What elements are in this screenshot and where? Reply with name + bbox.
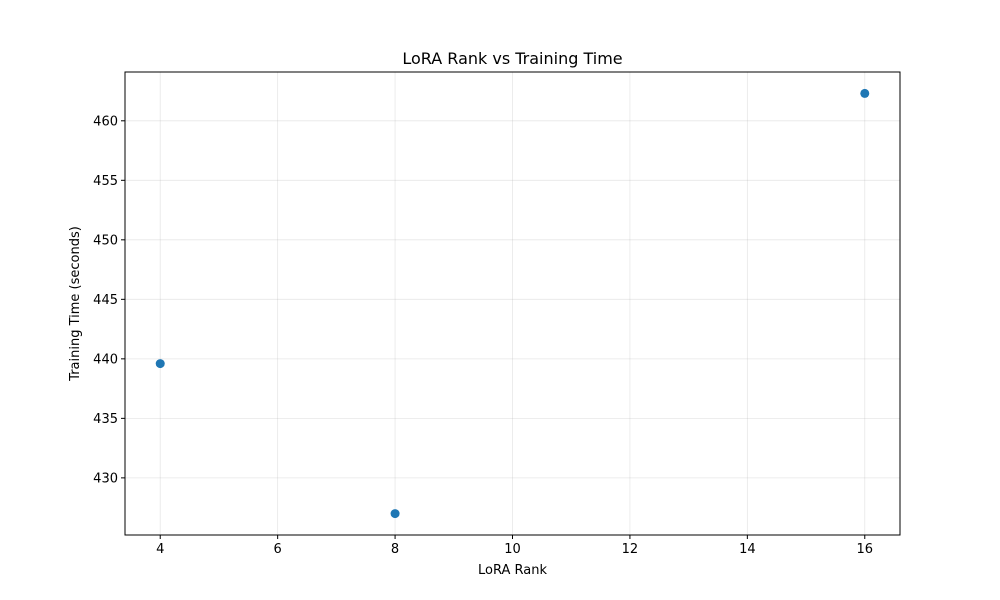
x-tick-label: 4 bbox=[156, 542, 164, 557]
y-axis-label: Training Time (seconds) bbox=[68, 226, 83, 382]
data-point bbox=[155, 359, 165, 369]
x-tick-label: 8 bbox=[391, 542, 399, 557]
x-axis-label: LoRA Rank bbox=[478, 563, 547, 578]
x-tick-label: 10 bbox=[504, 542, 521, 557]
data-point bbox=[390, 509, 400, 519]
data-point bbox=[860, 88, 870, 98]
x-axis: 4 6 8 10 12 14 16 bbox=[156, 535, 873, 557]
x-tick-label: 16 bbox=[856, 542, 873, 557]
y-tick-label: 440 bbox=[93, 352, 118, 367]
y-axis: 430 435 440 445 450 455 460 bbox=[93, 114, 125, 486]
x-tick-label: 12 bbox=[622, 542, 639, 557]
y-tick-label: 435 bbox=[93, 412, 118, 427]
y-tick-label: 430 bbox=[93, 471, 118, 486]
x-tick-label: 14 bbox=[739, 542, 756, 557]
data-points bbox=[155, 88, 870, 519]
grid bbox=[125, 72, 900, 535]
y-tick-label: 450 bbox=[93, 233, 118, 248]
y-tick-label: 455 bbox=[93, 174, 118, 189]
chart-title: LoRA Rank vs Training Time bbox=[402, 49, 622, 68]
y-tick-label: 445 bbox=[93, 293, 118, 308]
x-tick-label: 6 bbox=[274, 542, 282, 557]
y-tick-label: 460 bbox=[93, 114, 118, 129]
